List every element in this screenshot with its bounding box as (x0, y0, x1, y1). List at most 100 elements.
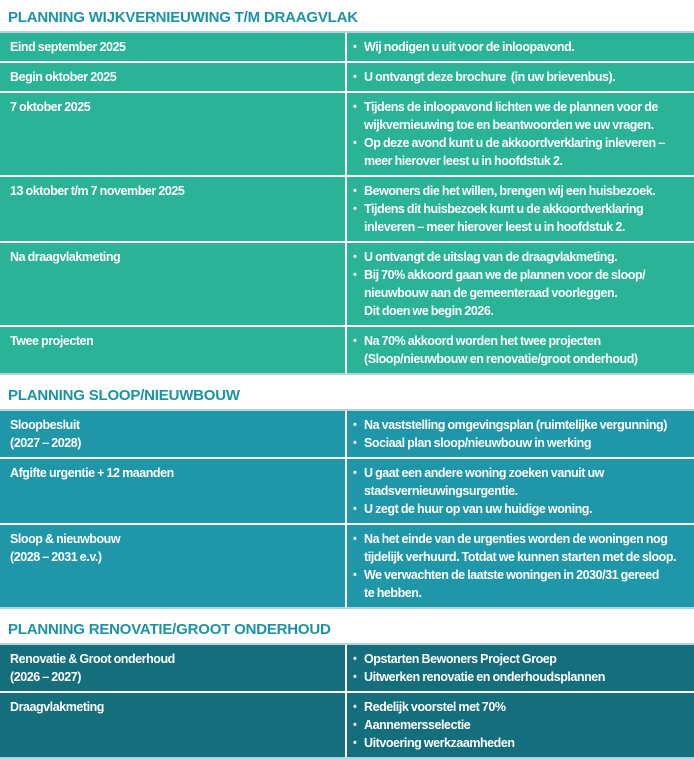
bullet-item: • U ontvangt de uitslag van de draagvlak… (353, 248, 692, 266)
bullet-icon: • (353, 701, 357, 713)
table-row: 13 oktober t/m 7 november 2025 • Bewoner… (0, 175, 694, 241)
bullet-text: Uitvoering werkzaamheden (364, 736, 515, 750)
row-details-cell: • U ontvangt deze brochure (in uw brieve… (347, 63, 694, 91)
bullet-icon: • (353, 269, 357, 281)
bullet-item: • Wij nodigen u uit voor de inloopavond. (353, 38, 692, 56)
table-row: Draagvlakmeting • Redelijk voorstel met … (0, 691, 694, 757)
row-period-cell: Sloopbesluit (2027 – 2028) (0, 411, 347, 457)
bullet-icon: • (353, 203, 357, 215)
bullet-item: • Aannemersselectie (353, 716, 692, 734)
bullet-icon: • (353, 533, 357, 545)
row-details-cell: • Na vaststelling omgevingsplan (ruimtel… (347, 411, 694, 457)
table-row: Renovatie & Groot onderhoud (2026 – 2027… (0, 645, 694, 691)
bullet-text: Na 70% akkoord worden het twee projecten… (364, 334, 638, 366)
bullet-icon: • (353, 569, 357, 581)
row-period-cell: 7 oktober 2025 (0, 93, 347, 175)
bullet-icon: • (353, 437, 357, 449)
bullet-icon: • (353, 737, 357, 749)
bullet-item: • Tijdens dit huisbezoek kunt u de akkoo… (353, 200, 692, 236)
row-details-cell: • Wij nodigen u uit voor de inloopavond. (347, 33, 694, 61)
row-details-cell: • Redelijk voorstel met 70% • Aannemerss… (347, 693, 694, 757)
row-period-cell: Begin oktober 2025 (0, 63, 347, 91)
bullet-icon: • (353, 101, 357, 113)
bullet-text: Wij nodigen u uit voor de inloopavond. (364, 40, 575, 54)
bullet-text: U gaat een andere woning zoeken vanuit u… (364, 466, 604, 498)
bullet-text: Redelijk voorstel met 70% (364, 700, 506, 714)
bullet-text: Aannemersselectie (364, 718, 471, 732)
bullet-text: Uitwerken renovatie en onderhoudsplannen (364, 670, 605, 684)
bullet-icon: • (353, 137, 357, 149)
bullet-text: Na vaststelling omgevingsplan (ruimtelij… (364, 418, 667, 432)
table-row: Na draagvlakmeting • U ontvangt de uitsl… (0, 241, 694, 325)
bullet-item: • Na 70% akkoord worden het twee project… (353, 332, 692, 368)
bullet-item: • Op deze avond kunt u de akkoordverklar… (353, 134, 692, 170)
bullet-icon: • (353, 467, 357, 479)
bullet-icon: • (353, 419, 357, 431)
bullet-item: • We verwachten de laatste woningen in 2… (353, 566, 692, 602)
bullet-text: U ontvangt de uitslag van de draagvlakme… (364, 250, 618, 264)
row-details-cell: • Tijdens de inloopavond lichten we de p… (347, 93, 694, 175)
bullet-text: Op deze avond kunt u de akkoordverklarin… (364, 136, 665, 168)
bullet-text: Na het einde van de urgenties worden de … (364, 532, 677, 564)
bullet-text: Bij 70% akkoord gaan we de plannen voor … (364, 268, 646, 318)
bullet-item: • U gaat een andere woning zoeken vanuit… (353, 464, 692, 500)
table-row: Sloop & nieuwbouw (2028 – 2031 e.v.) • N… (0, 523, 694, 607)
row-period-cell: Na draagvlakmeting (0, 243, 347, 325)
planning-section-3: PLANNING RENOVATIE/GROOT ONDERHOUD Renov… (0, 621, 694, 759)
bullet-text: Sociaal plan sloop/nieuwbouw in werking (364, 436, 592, 450)
bullet-text: Tijdens dit huisbezoek kunt u de akkoord… (364, 202, 644, 234)
bullet-item: • Sociaal plan sloop/nieuwbouw in werkin… (353, 434, 692, 452)
planning-table: Eind september 2025 • Wij nodigen u uit … (0, 31, 694, 375)
bullet-text: Bewoners die het willen, brengen wij een… (364, 184, 656, 198)
bullet-icon: • (353, 671, 357, 683)
bullet-icon: • (353, 503, 357, 515)
bullet-item: • Na het einde van de urgenties worden d… (353, 530, 692, 566)
table-row: Sloopbesluit (2027 – 2028) • Na vaststel… (0, 411, 694, 457)
bullet-text: U zegt de huur op van uw huidige woning. (364, 502, 592, 516)
bullet-item: • Bij 70% akkoord gaan we de plannen voo… (353, 266, 692, 320)
bullet-text: Tijdens de inloopavond lichten we de pla… (364, 100, 658, 132)
bullet-item: • Uitwerken renovatie en onderhoudsplann… (353, 668, 692, 686)
row-details-cell: • Bewoners die het willen, brengen wij e… (347, 177, 694, 241)
row-period-cell: Draagvlakmeting (0, 693, 347, 757)
planning-section-1: PLANNING WIJKVERNIEUWING T/M DRAAGVLAK E… (0, 9, 694, 375)
section-title: PLANNING WIJKVERNIEUWING T/M DRAAGVLAK (8, 9, 358, 26)
row-period-cell: Renovatie & Groot onderhoud (2026 – 2027… (0, 645, 347, 691)
bullet-icon: • (353, 335, 357, 347)
row-details-cell: • U gaat een andere woning zoeken vanuit… (347, 459, 694, 523)
table-row: Begin oktober 2025 • U ontvangt deze bro… (0, 61, 694, 91)
bullet-text: We verwachten de laatste woningen in 203… (364, 568, 659, 600)
bullet-text: Opstarten Bewoners Project Groep (364, 652, 557, 666)
row-period-cell: Afgifte urgentie + 12 maanden (0, 459, 347, 523)
row-period-cell: 13 oktober t/m 7 november 2025 (0, 177, 347, 241)
bullet-item: • Bewoners die het willen, brengen wij e… (353, 182, 692, 200)
bullet-icon: • (353, 719, 357, 731)
row-period-cell: Sloop & nieuwbouw (2028 – 2031 e.v.) (0, 525, 347, 607)
bullet-item: • Na vaststelling omgevingsplan (ruimtel… (353, 416, 692, 434)
bullet-text: U ontvangt deze brochure (in uw brievenb… (364, 70, 616, 84)
table-row: Twee projecten • Na 70% akkoord worden h… (0, 325, 694, 373)
bullet-icon: • (353, 185, 357, 197)
table-row: Eind september 2025 • Wij nodigen u uit … (0, 33, 694, 61)
bullet-item: • U ontvangt deze brochure (in uw brieve… (353, 68, 692, 86)
row-details-cell: • Opstarten Bewoners Project Groep • Uit… (347, 645, 694, 691)
planning-document: PLANNING WIJKVERNIEUWING T/M DRAAGVLAK E… (0, 9, 694, 759)
bullet-icon: • (353, 251, 357, 263)
bullet-item: • Opstarten Bewoners Project Groep (353, 650, 692, 668)
bullet-item: • Redelijk voorstel met 70% (353, 698, 692, 716)
section-title: PLANNING RENOVATIE/GROOT ONDERHOUD (8, 621, 331, 638)
bullet-item: • Tijdens de inloopavond lichten we de p… (353, 98, 692, 134)
section-title: PLANNING SLOOP/NIEUWBOUW (8, 387, 240, 404)
row-period-cell: Eind september 2025 (0, 33, 347, 61)
bullet-item: • U zegt de huur op van uw huidige wonin… (353, 500, 692, 518)
row-details-cell: • Na het einde van de urgenties worden d… (347, 525, 694, 607)
row-details-cell: • Na 70% akkoord worden het twee project… (347, 327, 694, 373)
bullet-item: • Uitvoering werkzaamheden (353, 734, 692, 752)
table-row: 7 oktober 2025 • Tijdens de inloopavond … (0, 91, 694, 175)
bullet-icon: • (353, 41, 357, 53)
table-row: Afgifte urgentie + 12 maanden • U gaat e… (0, 457, 694, 523)
row-details-cell: • U ontvangt de uitslag van de draagvlak… (347, 243, 694, 325)
row-period-cell: Twee projecten (0, 327, 347, 373)
bullet-icon: • (353, 71, 357, 83)
planning-section-2: PLANNING SLOOP/NIEUWBOUW Sloopbesluit (2… (0, 387, 694, 609)
